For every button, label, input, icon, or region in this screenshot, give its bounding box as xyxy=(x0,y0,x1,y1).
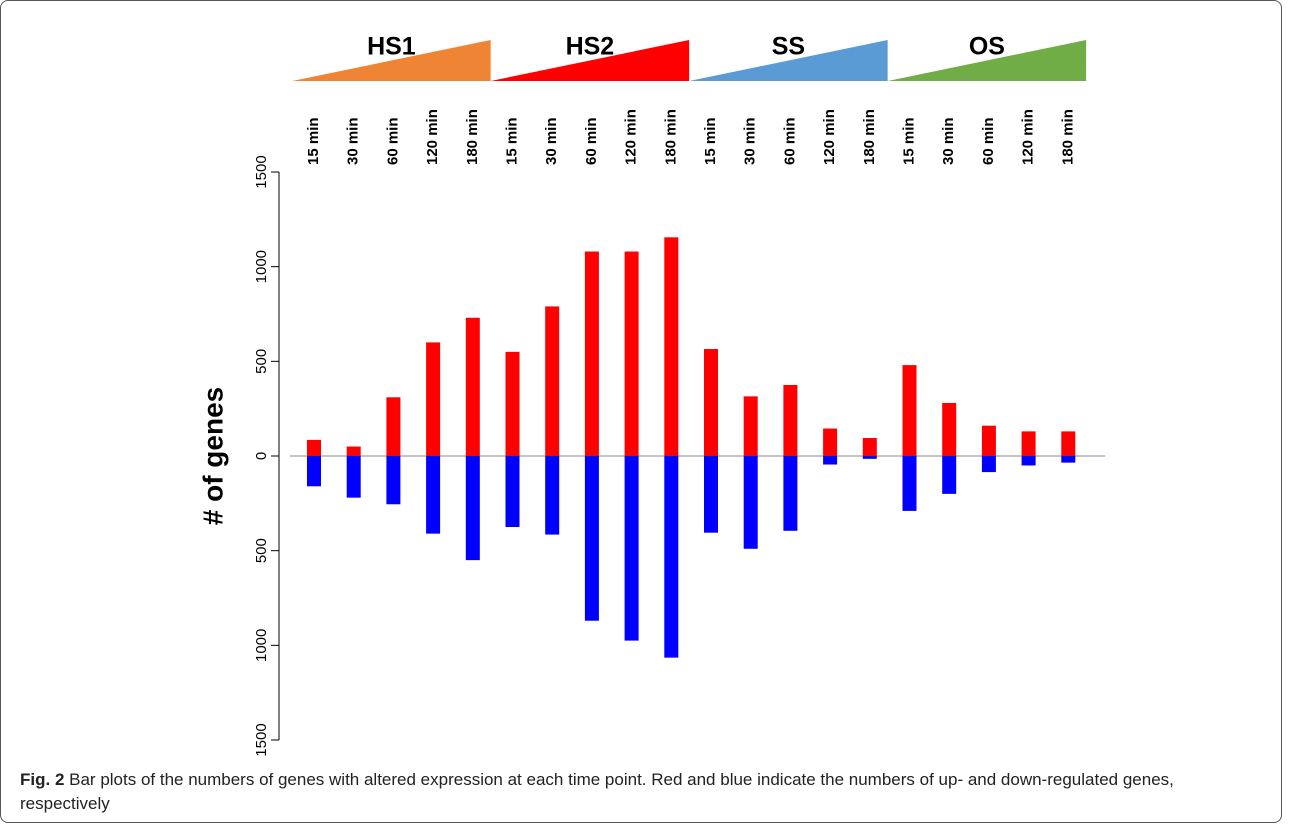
bar xyxy=(862,456,877,459)
bar xyxy=(981,456,996,473)
y-tick-label: 1500 xyxy=(253,723,270,756)
bar xyxy=(426,456,441,534)
bar xyxy=(624,456,639,641)
bar xyxy=(465,317,480,456)
x-tick-label: 15 min xyxy=(702,117,719,165)
x-tick-label: 60 min xyxy=(583,117,600,165)
y-tick-label: 500 xyxy=(253,538,270,563)
x-tick-label: 15 min xyxy=(503,117,520,165)
bar xyxy=(1061,431,1076,456)
bar xyxy=(545,456,560,535)
bar xyxy=(584,456,599,621)
bar xyxy=(743,396,758,456)
x-tick-label: 60 min xyxy=(781,117,798,165)
x-tick-label: 30 min xyxy=(345,117,362,165)
bar xyxy=(862,438,877,456)
bar xyxy=(664,237,679,456)
group-wedge xyxy=(887,40,1087,81)
group-wedge xyxy=(490,40,690,81)
group-label: SS xyxy=(772,33,805,61)
bar xyxy=(505,456,520,527)
y-tick-label: 1000 xyxy=(253,250,270,283)
bar xyxy=(346,446,361,456)
bar xyxy=(307,456,321,487)
y-tick-label: 1500 xyxy=(253,155,270,188)
x-tick-label: 180 min xyxy=(1059,109,1076,165)
group-label: OS xyxy=(969,33,1005,61)
bar xyxy=(942,402,957,456)
bar xyxy=(823,456,838,465)
x-tick-label: 120 min xyxy=(623,109,640,165)
x-tick-label: 180 min xyxy=(662,109,679,165)
bar xyxy=(704,456,718,533)
bar xyxy=(783,456,798,531)
bar xyxy=(902,365,917,456)
bar xyxy=(624,251,639,456)
x-tick-label: 180 min xyxy=(464,109,481,165)
bar xyxy=(981,425,996,456)
x-tick-label: 60 min xyxy=(384,117,401,165)
x-tick-label: 15 min xyxy=(305,117,322,165)
y-tick-label: 500 xyxy=(253,349,270,374)
caption-text: Bar plots of the numbers of genes with a… xyxy=(20,770,1174,813)
bar xyxy=(664,456,679,658)
chart: # of genes 1500 1000 500 0 500 1000 1500 15 min… xyxy=(197,33,1105,757)
bar xyxy=(783,385,798,456)
bar xyxy=(823,428,838,456)
x-tick-label: 15 min xyxy=(900,117,917,165)
bar xyxy=(584,251,599,456)
x-tick-label: 60 min xyxy=(980,117,997,165)
bar xyxy=(346,456,361,498)
y-tick-label: 0 xyxy=(253,452,270,460)
x-tick-label: 180 min xyxy=(861,109,878,165)
group-label: HS1 xyxy=(367,33,416,61)
bar xyxy=(465,456,480,561)
bar xyxy=(704,349,718,456)
group-label: HS2 xyxy=(566,33,615,61)
group-wedge xyxy=(689,40,888,81)
y-axis-label: # of genes xyxy=(197,387,228,525)
caption: Fig. 2 Bar plots of the numbers of genes… xyxy=(20,768,1260,816)
bar xyxy=(942,456,957,494)
bar xyxy=(1021,431,1036,456)
bar xyxy=(386,456,401,505)
x-tick-label: 30 min xyxy=(742,117,759,165)
x-tick-label: 120 min xyxy=(1020,109,1037,165)
bar xyxy=(505,351,520,456)
bar xyxy=(426,342,441,456)
bar xyxy=(1021,456,1036,466)
x-tick-label: 120 min xyxy=(821,109,838,165)
bar xyxy=(743,456,758,549)
bar xyxy=(307,439,321,456)
y-tick-label: 1000 xyxy=(253,629,270,662)
x-tick-label: 120 min xyxy=(424,109,441,165)
group-wedge xyxy=(292,40,491,81)
bar xyxy=(545,306,560,456)
x-tick-label: 30 min xyxy=(940,117,957,165)
bar xyxy=(1061,456,1076,463)
bar xyxy=(902,456,917,511)
bar xyxy=(386,397,401,456)
caption-label: Fig. 2 xyxy=(20,770,65,789)
x-tick-label: 30 min xyxy=(543,117,560,165)
